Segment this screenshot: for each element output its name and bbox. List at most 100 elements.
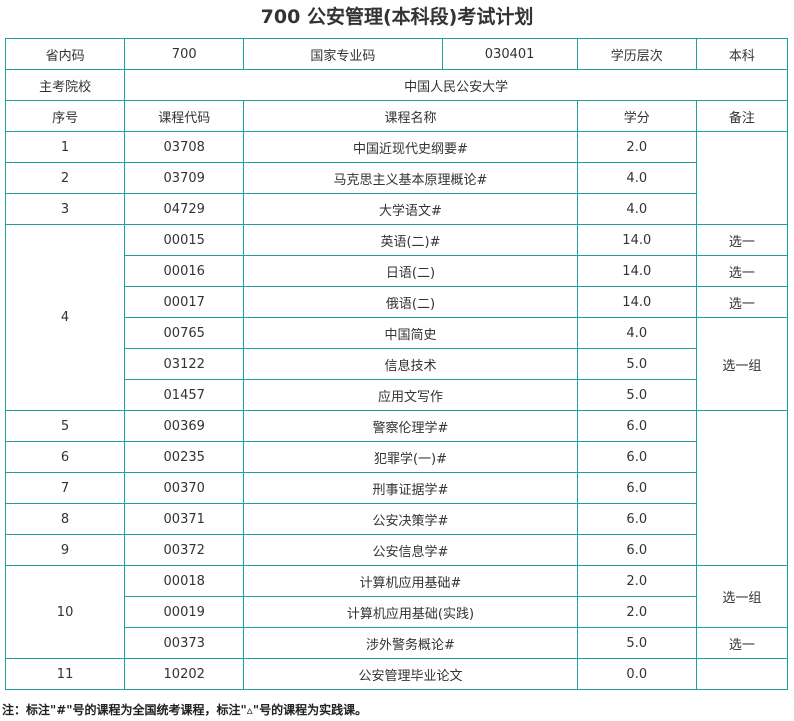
row-name: 涉外警务概论# — [243, 627, 578, 659]
row-name: 公安管理毕业论文 — [243, 658, 578, 690]
row-code: 00016 — [124, 255, 245, 287]
header-row-school: 主考院校 中国人民公安大学 — [4, 69, 788, 101]
row-remark: 选一组 — [695, 317, 789, 411]
table-row: 5 00369 警察伦理学# 6.0 — [4, 410, 789, 566]
row-code: 00372 — [124, 534, 245, 566]
col-header-code: 课程代码 — [124, 100, 245, 132]
table-row: 00017 俄语(二) 14.0 选一 — [6, 286, 789, 318]
row-code: 01457 — [124, 379, 245, 411]
row-credit: 6.0 — [576, 472, 697, 504]
row-name: 公安信息学# — [243, 534, 578, 566]
table-row: 10 00018 计算机应用基础# 2.0 选一组 — [4, 565, 789, 659]
table-row: 1 03708 中国近现代史纲要# 2.0 — [4, 131, 789, 225]
row-name: 公安决策学# — [243, 503, 578, 535]
row-name: 犯罪学(一)# — [243, 441, 578, 473]
col-header-seq: 序号 — [4, 100, 126, 132]
row-remark: 选一 — [695, 627, 789, 659]
table-row: 9 00372 公安信息学# 6.0 — [4, 534, 788, 566]
row-name: 日语(二) — [243, 255, 578, 287]
row-remark: 选一组 — [695, 565, 789, 628]
row-name: 俄语(二) — [243, 286, 578, 318]
col-header-credit: 学分 — [576, 100, 697, 132]
row-seq: 9 — [4, 534, 126, 566]
row-code: 00235 — [124, 441, 245, 473]
row-remark: 选一 — [695, 224, 789, 256]
row-seq: 4 — [4, 224, 126, 411]
row-credit: 4.0 — [576, 317, 697, 349]
header-row-codes: 省内码 700 国家专业码 030401 学历层次 本科 — [4, 38, 789, 70]
table-row: 8 00371 公安决策学# 6.0 — [4, 503, 788, 535]
row-name: 中国简史 — [243, 317, 578, 349]
row-credit: 6.0 — [576, 441, 697, 473]
row-seq: 11 — [4, 658, 126, 690]
row-credit: 2.0 — [576, 596, 697, 628]
education-level-label: 学历层次 — [576, 38, 697, 70]
row-code: 00369 — [124, 410, 245, 442]
row-name: 刑事证据学# — [243, 472, 578, 504]
row-remark — [695, 131, 789, 225]
row-seq: 1 — [4, 131, 126, 163]
col-header-name: 课程名称 — [243, 100, 578, 132]
school-value: 中国人民公安大学 — [124, 69, 788, 101]
row-name: 计算机应用基础(实践) — [243, 596, 578, 628]
row-name: 应用文写作 — [243, 379, 578, 411]
row-remark: 选一 — [695, 255, 789, 287]
province-code-label: 省内码 — [4, 38, 126, 70]
row-code: 03708 — [124, 131, 245, 163]
row-name: 大学语文# — [243, 193, 578, 225]
row-remark — [695, 658, 789, 690]
row-code: 00015 — [124, 224, 245, 256]
row-code: 00370 — [124, 472, 245, 504]
row-credit: 4.0 — [576, 162, 697, 194]
row-code: 00018 — [124, 565, 245, 597]
table-row: 00373 涉外警务概论# 5.0 选一 — [6, 627, 789, 659]
table-row: 01457 应用文写作 5.0 — [6, 379, 788, 411]
row-seq: 5 — [4, 410, 126, 442]
row-name: 警察伦理学# — [243, 410, 578, 442]
row-credit: 14.0 — [576, 255, 697, 287]
row-credit: 6.0 — [576, 410, 697, 442]
table-row: 00019 计算机应用基础(实践) 2.0 — [6, 596, 788, 628]
row-credit: 5.0 — [576, 627, 697, 659]
row-code: 00371 — [124, 503, 245, 535]
row-credit: 4.0 — [576, 193, 697, 225]
row-credit: 0.0 — [576, 658, 697, 690]
table-row: 00016 日语(二) 14.0 选一 — [6, 255, 789, 287]
row-seq: 7 — [4, 472, 126, 504]
footnote: 注：标注"#"号的课程为全国统考课程，标注"▵"号的课程为实践课。 — [2, 703, 368, 717]
row-credit: 2.0 — [576, 131, 697, 163]
row-seq: 3 — [4, 193, 126, 225]
col-header-remark: 备注 — [695, 100, 789, 132]
row-name: 英语(二)# — [243, 224, 578, 256]
table-row: 03122 信息技术 5.0 — [6, 348, 788, 380]
row-name: 信息技术 — [243, 348, 578, 380]
province-code-value: 700 — [124, 38, 245, 70]
row-code: 00765 — [124, 317, 245, 349]
row-credit: 5.0 — [576, 348, 697, 380]
row-remark: 选一 — [695, 286, 789, 318]
national-code-value: 030401 — [441, 38, 578, 70]
table-row: 2 03709 马克思主义基本原理概论# 4.0 — [4, 162, 788, 194]
row-seq: 6 — [4, 441, 126, 473]
row-credit: 6.0 — [576, 534, 697, 566]
row-remark — [695, 410, 789, 566]
table-row: 11 10202 公安管理毕业论文 0.0 — [4, 658, 789, 690]
national-code-label: 国家专业码 — [243, 38, 443, 70]
row-code: 03709 — [124, 162, 245, 194]
school-label: 主考院校 — [4, 69, 126, 101]
page-title: 700 公安管理(本科段)考试计划 — [260, 6, 534, 28]
column-header-row: 序号 课程代码 课程名称 学分 备注 — [4, 100, 789, 132]
exam-plan-table: 省内码 700 国家专业码 030401 学历层次 本科 主考院校 中国人民公安… — [4, 38, 789, 690]
row-credit: 14.0 — [576, 224, 697, 256]
row-credit: 14.0 — [576, 286, 697, 318]
table-row: 7 00370 刑事证据学# 6.0 — [4, 472, 788, 504]
table-row: 00765 中国简史 4.0 选一组 — [6, 317, 789, 411]
table-row: 6 00235 犯罪学(一)# 6.0 — [4, 441, 788, 473]
row-name: 计算机应用基础# — [243, 565, 578, 597]
row-seq: 10 — [4, 565, 126, 659]
table-row: 4 00015 英语(二)# 14.0 选一 — [4, 224, 789, 411]
education-level-value: 本科 — [695, 38, 789, 70]
row-credit: 6.0 — [576, 503, 697, 535]
row-code: 04729 — [124, 193, 245, 225]
row-code: 00019 — [124, 596, 245, 628]
